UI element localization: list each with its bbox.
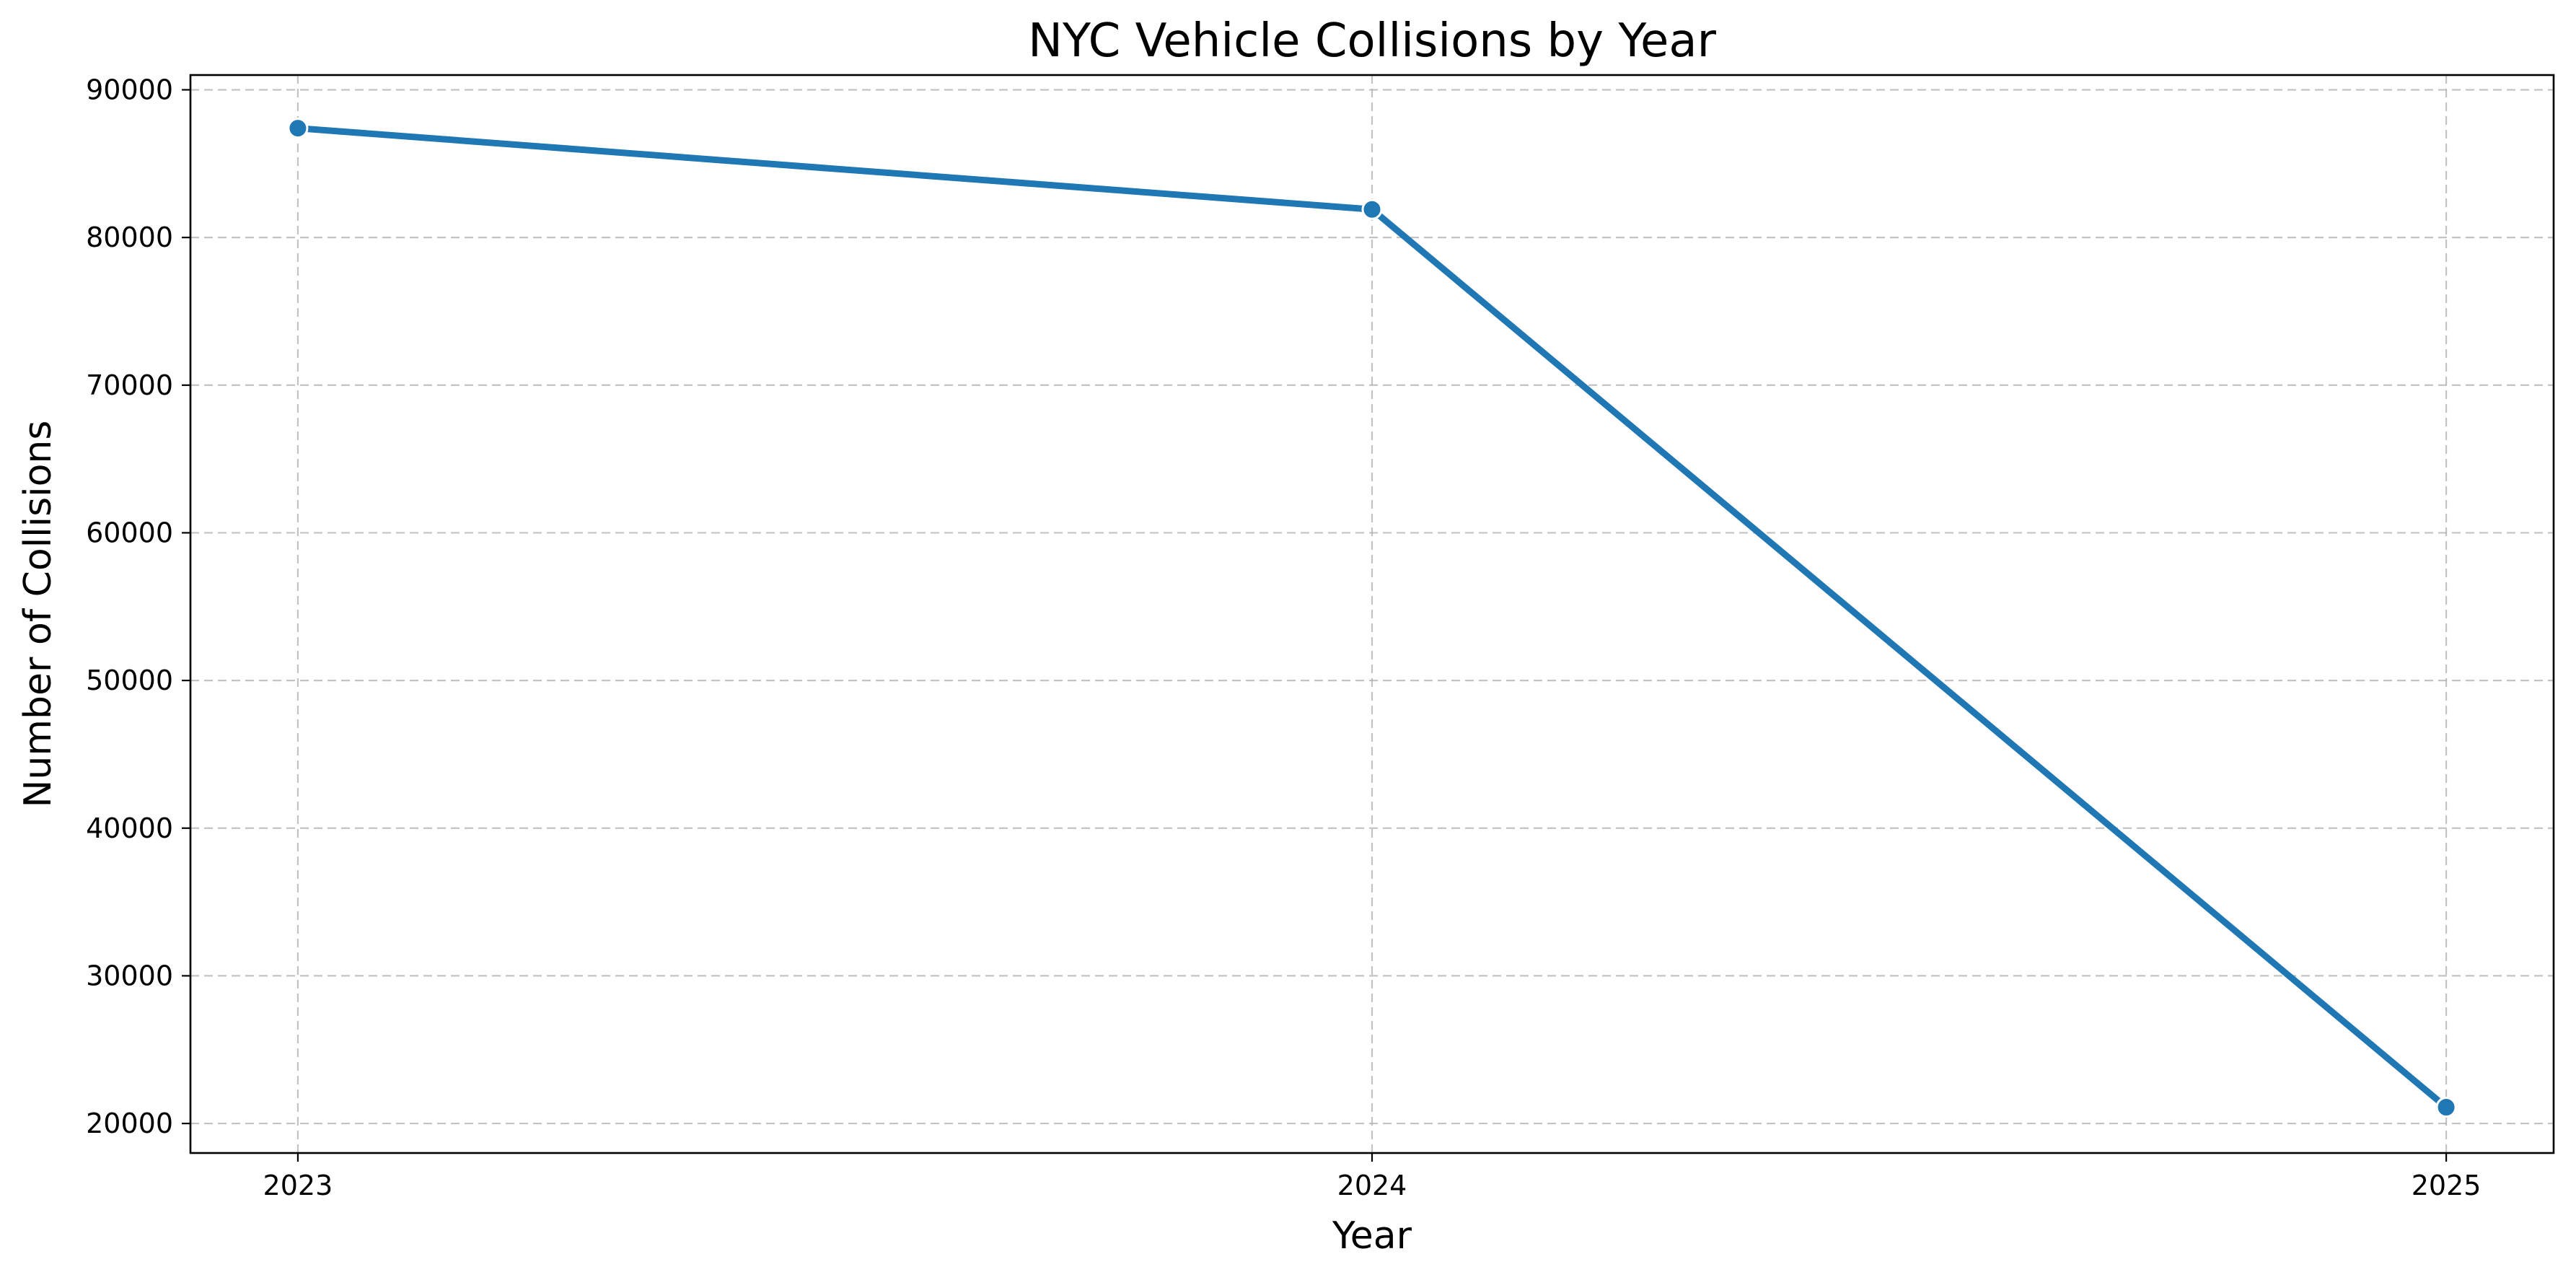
y-tick-label: 90000 — [86, 74, 173, 105]
y-tick-label: 30000 — [86, 960, 173, 991]
x-tick-label: 2024 — [1337, 1170, 1407, 1201]
grid-lines — [190, 75, 2554, 1153]
y-tick-label: 50000 — [86, 665, 173, 696]
chart-title: NYC Vehicle Collisions by Year — [1028, 14, 1716, 68]
y-axis-ticks: 20000 30000 40000 50000 60000 70000 80000 90000 — [86, 74, 190, 1139]
y-tick-label: 80000 — [86, 222, 173, 253]
x-tick-label: 2025 — [2412, 1170, 2482, 1201]
y-tick-label: 40000 — [86, 812, 173, 844]
data-point-marker — [1361, 198, 1383, 220]
plot-area-frame — [189, 74, 2555, 1154]
y-tick-label: 60000 — [86, 517, 173, 548]
y-tick-label: 20000 — [86, 1108, 173, 1139]
x-tick-label: 2023 — [263, 1170, 333, 1201]
x-axis-ticks: 2023 2024 2025 — [263, 1153, 2482, 1201]
y-axis-label: Number of Collisions — [17, 421, 60, 808]
x-axis-label: Year — [1332, 1214, 1412, 1258]
series-layer — [287, 118, 2457, 1118]
data-point-marker — [287, 118, 309, 139]
y-tick-label: 70000 — [86, 369, 173, 401]
data-point-marker — [2435, 1097, 2457, 1118]
